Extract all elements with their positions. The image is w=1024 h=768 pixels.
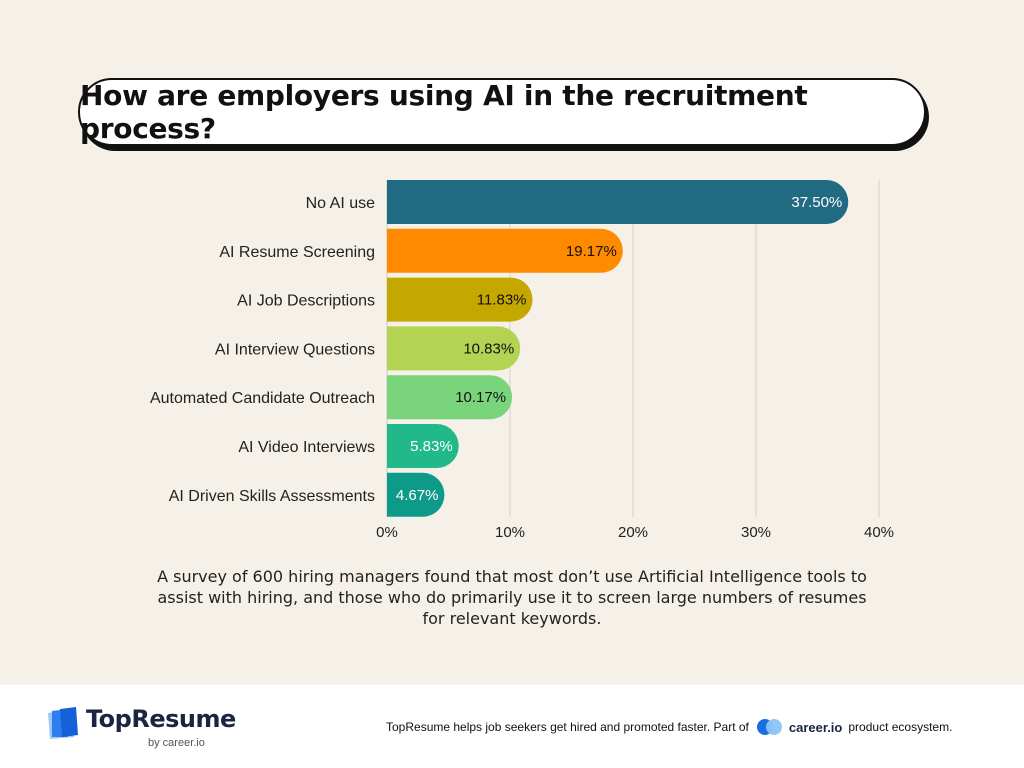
x-tick-label: 40% <box>864 524 894 541</box>
chart-title: How are employers using AI in the recrui… <box>80 79 808 145</box>
bar <box>387 228 623 273</box>
bar-value-label: 4.67% <box>396 487 439 504</box>
logo-subtitle: by career.io <box>148 737 205 749</box>
category-label: AI Driven Skills Assessments <box>169 488 375 505</box>
category-label: AI Job Descriptions <box>237 293 375 310</box>
x-tick-label: 0% <box>376 524 398 541</box>
category-label: AI Interview Questions <box>215 341 375 358</box>
bar-value-label: 19.17% <box>566 243 617 260</box>
x-tick-label: 10% <box>495 524 525 541</box>
bar-value-label: 5.83% <box>410 438 453 455</box>
bar <box>387 472 445 517</box>
category-label: No AI use <box>306 195 375 212</box>
topresume-logo-icon <box>48 707 78 739</box>
career-io-brand[interactable]: career.io <box>788 719 843 735</box>
bar-value-label: 11.83% <box>477 292 527 309</box>
bar <box>387 326 521 371</box>
chart-caption: A survey of 600 hiring managers found th… <box>157 567 867 628</box>
x-tick-label: 20% <box>618 524 648 541</box>
footer-tagline: TopResume helps job seekers get hired an… <box>386 718 952 736</box>
x-tick-label: 30% <box>741 524 771 541</box>
bar <box>387 375 513 420</box>
bar <box>387 277 533 322</box>
tagline-prefix: TopResume helps job seekers get hired an… <box>386 720 749 734</box>
category-label: Automated Candidate Outreach <box>150 390 375 407</box>
career-io-icon <box>756 718 783 736</box>
bar-value-label: 10.17% <box>455 389 506 406</box>
title-pill: How are employers using AI in the recrui… <box>78 78 926 146</box>
tagline-suffix: product ecosystem. <box>848 720 953 734</box>
logo-name: TopResume <box>86 705 236 733</box>
bar <box>387 180 849 224</box>
bar-value-label: 10.83% <box>463 340 514 357</box>
bar-chart: 37.50% No AI use 19.17% AI Resume Screening… <box>150 180 894 541</box>
category-label: AI Video Interviews <box>238 439 375 456</box>
category-label: AI Resume Screening <box>219 244 375 261</box>
bar <box>387 424 459 468</box>
bar-value-label: 37.50% <box>791 194 842 211</box>
footer: TopResume by career.io TopResume helps j… <box>0 685 1024 768</box>
